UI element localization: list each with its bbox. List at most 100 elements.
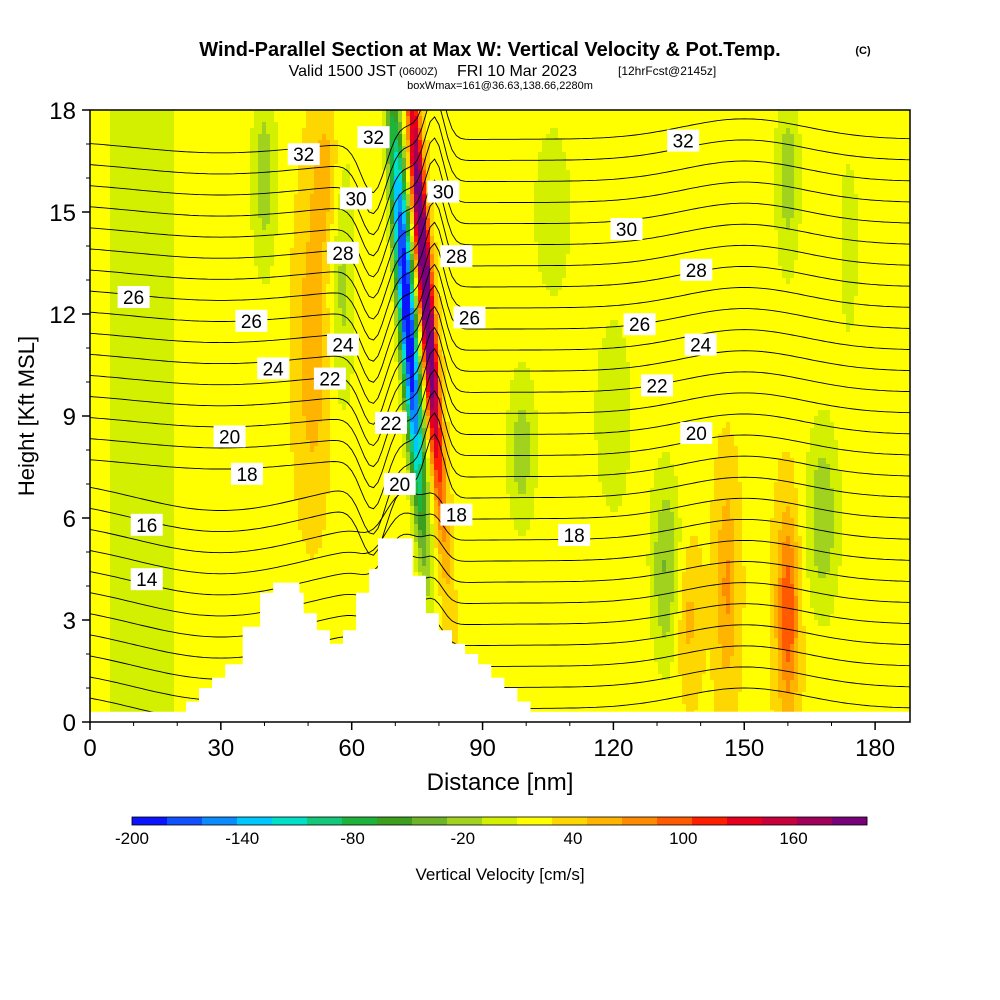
velocity-cell: [282, 254, 287, 261]
velocity-cell: [890, 242, 895, 249]
velocity-cell: [94, 146, 99, 153]
velocity-cell: [102, 170, 107, 177]
velocity-cell: [798, 182, 803, 189]
velocity-cell: [134, 212, 139, 219]
velocity-cell: [234, 200, 239, 207]
velocity-cell: [334, 176, 339, 183]
velocity-cell: [110, 158, 115, 165]
velocity-cell: [218, 224, 223, 231]
velocity-cell: [326, 158, 331, 165]
velocity-cell: [270, 110, 275, 117]
velocity-cell: [510, 236, 515, 243]
velocity-cell: [502, 188, 507, 195]
velocity-cell: [554, 164, 559, 171]
velocity-cell: [622, 116, 627, 123]
velocity-cell: [238, 224, 243, 231]
velocity-cell: [754, 170, 759, 177]
velocity-cell: [570, 158, 575, 165]
velocity-cell: [906, 152, 910, 159]
velocity-cell: [306, 224, 311, 231]
velocity-cell: [842, 146, 847, 153]
velocity-cell: [158, 134, 163, 141]
velocity-cell: [758, 134, 763, 141]
velocity-cell: [858, 164, 863, 171]
velocity-cell: [98, 176, 103, 183]
velocity-cell: [150, 248, 155, 255]
velocity-cell: [490, 170, 495, 177]
velocity-cell: [454, 140, 459, 147]
velocity-cell: [374, 200, 379, 207]
velocity-cell: [802, 146, 807, 153]
velocity-cell: [898, 230, 903, 237]
velocity-cell: [738, 206, 743, 213]
velocity-cell: [726, 212, 731, 219]
velocity-cell: [282, 248, 287, 255]
velocity-cell: [178, 110, 183, 117]
velocity-cell: [606, 230, 611, 237]
velocity-cell: [802, 158, 807, 165]
velocity-cell: [662, 140, 667, 147]
velocity-cell: [674, 116, 679, 123]
velocity-cell: [234, 140, 239, 147]
velocity-cell: [410, 110, 415, 117]
velocity-cell: [834, 236, 839, 243]
velocity-cell: [826, 140, 831, 147]
velocity-cell: [802, 206, 807, 213]
velocity-cell: [226, 206, 231, 213]
velocity-cell: [522, 152, 527, 159]
velocity-cell: [266, 140, 271, 147]
velocity-field: [90, 110, 910, 722]
velocity-cell: [818, 242, 823, 249]
velocity-cell: [202, 122, 207, 129]
velocity-cell: [434, 134, 439, 141]
velocity-cell: [482, 116, 487, 123]
velocity-cell: [214, 212, 219, 219]
velocity-cell: [394, 140, 399, 147]
velocity-cell: [390, 212, 395, 219]
velocity-cell: [802, 236, 807, 243]
velocity-cell: [142, 236, 147, 243]
velocity-cell: [142, 188, 147, 195]
velocity-cell: [178, 146, 183, 153]
velocity-cell: [654, 206, 659, 213]
velocity-cell: [858, 146, 863, 153]
velocity-cell: [622, 242, 627, 249]
velocity-cell: [282, 218, 287, 225]
velocity-cell: [502, 140, 507, 147]
velocity-cell: [898, 236, 903, 243]
velocity-cell: [734, 140, 739, 147]
velocity-cell: [894, 242, 899, 249]
velocity-cell: [830, 134, 835, 141]
velocity-cell: [478, 164, 483, 171]
velocity-cell: [706, 194, 711, 201]
velocity-cell: [562, 200, 567, 207]
velocity-cell: [542, 230, 547, 237]
velocity-cell: [254, 188, 259, 195]
velocity-cell: [174, 122, 179, 129]
velocity-cell: [258, 236, 263, 243]
velocity-cell: [406, 200, 411, 207]
velocity-cell: [382, 146, 387, 153]
velocity-cell: [778, 128, 783, 135]
velocity-cell: [310, 230, 315, 237]
velocity-cell: [222, 212, 227, 219]
velocity-cell: [306, 170, 311, 177]
velocity-cell: [902, 128, 907, 135]
velocity-cell: [606, 206, 611, 213]
velocity-cell: [818, 152, 823, 159]
velocity-cell: [170, 158, 175, 165]
velocity-cell: [746, 248, 751, 255]
velocity-cell: [626, 188, 631, 195]
velocity-cell: [330, 122, 335, 129]
velocity-cell: [386, 158, 391, 165]
velocity-cell: [274, 158, 279, 165]
velocity-cell: [846, 164, 851, 171]
velocity-cell: [186, 110, 191, 117]
velocity-cell: [410, 224, 415, 231]
velocity-cell: [510, 242, 515, 249]
velocity-cell: [342, 116, 347, 123]
velocity-cell: [810, 152, 815, 159]
velocity-cell: [246, 248, 251, 255]
velocity-cell: [350, 176, 355, 183]
velocity-cell: [122, 140, 127, 147]
